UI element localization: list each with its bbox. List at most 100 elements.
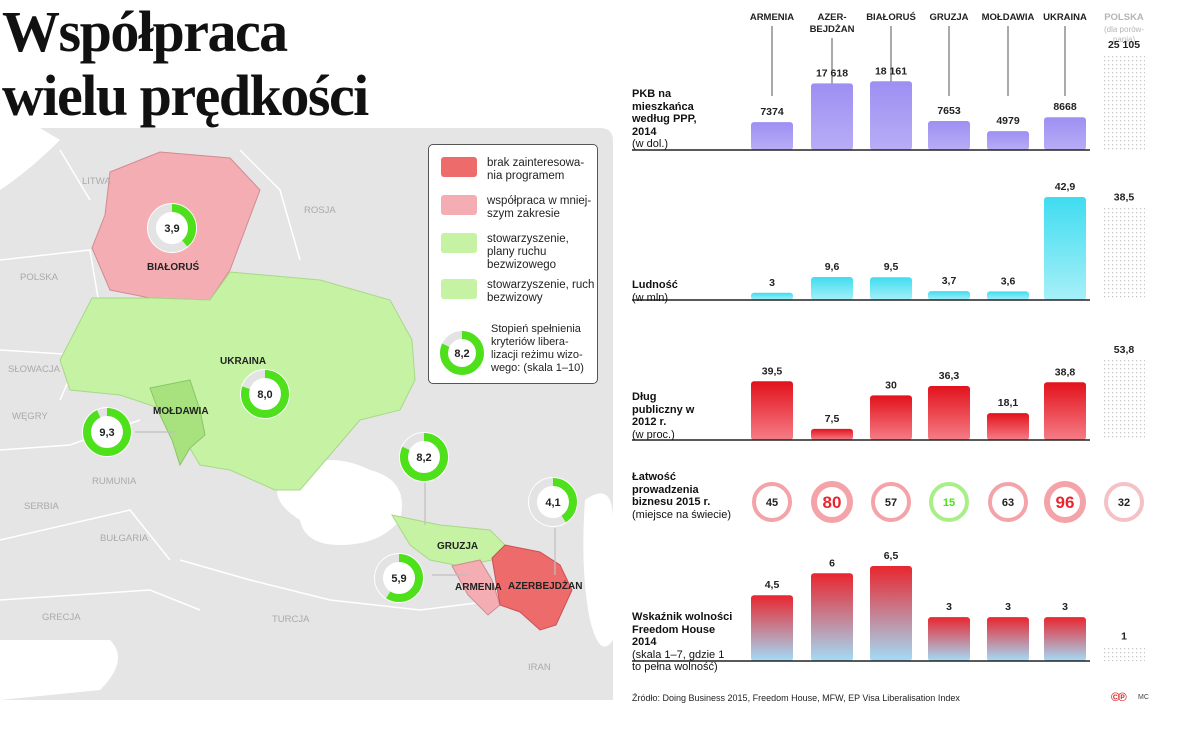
legend-item-association-plans: stowarzyszenie, plany ruchu bezwizowego [441,233,597,272]
comparison-bar [1103,646,1145,661]
row-label-dlug: Dług publiczny w 2012 r. (w proc.) [632,391,702,441]
bar-label: 3 [1005,601,1011,613]
comparison-header: POLSKA [1104,12,1144,23]
map-legend: brak zainteresowa-nia programem współpra… [428,144,598,384]
rank-label: 45 [766,497,778,509]
bar [870,81,912,150]
ring-label: 3,9 [164,223,179,235]
ring-label: 8,2 [454,348,469,360]
row-title: Ludność [632,279,678,291]
bar-label: 6,5 [884,550,899,562]
bar [811,573,853,661]
map-sea-black [277,460,402,545]
rank-ring-comparison [1104,482,1144,522]
row-title: Wskaźnik wolności Freedom House 2014 [632,611,733,648]
bar-label: 7,5 [825,413,840,425]
rank-label: 63 [1002,497,1014,509]
bar-label: 18,1 [998,397,1019,409]
row-unit: (miejsce na świecie) [632,508,732,521]
row-title: Dług publiczny w 2012 r. [632,391,695,428]
bar-label: 39,5 [762,365,783,377]
ring-label: 8,0 [257,389,272,401]
bar-label: 4,5 [765,579,780,591]
ring-progress [440,331,484,375]
map-sea-aegean [0,640,118,700]
bar [928,617,970,661]
ring-label: 4,1 [545,497,560,509]
bar [751,381,793,440]
comparison-note: nania) [1113,35,1136,44]
bar-label: 9,6 [825,261,840,273]
map-country-moldawia [149,379,206,467]
legend-ring-text: Stopień spełnienia kryteriów libera-liza… [491,323,584,374]
map-label-azerbejdzan: AZERBEJDŻAN [508,579,582,592]
row-label-ludnosc: Ludność (w mln) [632,279,678,304]
bar [751,292,793,300]
ring-progress [241,370,289,418]
chart-row-4: 4,5 6 6,5 3 3 3 1 [632,550,1145,662]
bar-label: 18 161 [875,65,907,77]
map-label-wegry: WĘGRY [12,411,48,422]
rank-ring [1044,481,1086,523]
bar-label: 30 [885,379,897,391]
row-unit: (w dol.) [632,138,669,150]
legend-swatch [441,157,477,177]
chart-row-2: 39,5 7,5 30 36,3 18,1 38,8 53,8 [632,344,1145,441]
bar [1044,382,1086,440]
bar [870,277,912,300]
bar-label: 3,6 [1001,275,1016,287]
category-header: BIAŁORUŚ [866,11,916,23]
title-line-2: wielu prędkości [2,63,369,128]
rank-ring [871,482,911,522]
bar-label: 4979 [996,115,1020,127]
map-label-polska: POLSKA [20,272,59,283]
bar-label: 8668 [1053,101,1077,113]
rank-label: 57 [885,497,897,509]
map-label-armenia: ARMENIA [455,582,502,593]
chart-row-0: 7374 17 618 18 161 7653 4979 8668 25 105 [632,39,1145,151]
legend-text: stowarzyszenie, ruch bezwizowy [487,279,595,304]
ring-progress [148,204,196,252]
rank-label: 96 [1056,493,1075,512]
legend-ring-graphic: 8,2 [439,330,485,376]
map-label-moldawia: MOŁDAWIA [153,406,209,417]
category-header: AZER- [817,12,846,23]
rank-label: 80 [823,493,842,512]
map-label-gruzja: GRUZJA [437,541,478,552]
rank-ring [811,481,853,523]
page-title: Współpraca wielu prędkości [2,0,369,128]
row-unit: (w proc.) [632,428,675,441]
bar [987,413,1029,440]
ring-progress [529,478,577,526]
ring-ukraina: 8,0 [240,369,290,419]
bar [811,428,853,440]
row-label-biznes: Łatwość prowadzenia biznesu 2015 r. (mie… [632,471,742,521]
map-label-bialorus: BIAŁORUŚ [147,260,200,273]
bar-label: 42,9 [1055,181,1076,193]
ring-bialorus: 3,9 [147,203,197,253]
ring-azerbejdzan: 4,1 [528,477,578,527]
category-header: GRUZJA [929,12,968,23]
row-unit: (w mln) [632,291,669,304]
bar [811,83,853,150]
bar-label: 6 [829,557,835,569]
bar-label: 7374 [760,106,784,118]
ring-label: 5,9 [391,573,406,585]
map-label-serbia: SERBIA [24,501,60,512]
bar [870,566,912,661]
category-header: BEJDŻAN [810,24,855,35]
comparison-bar [1103,360,1145,440]
category-header: MOŁDAWIA [982,12,1035,23]
legend-item-no-interest: brak zainteresowa-nia programem [441,157,597,183]
map-borders [0,149,501,611]
publisher-logo: ©℗ [1111,690,1127,704]
comparison-label: 1 [1121,630,1127,642]
map-sea-caspian [583,493,613,647]
title-line-1: Współpraca [2,0,288,64]
comparison-label: 25 105 [1108,39,1140,51]
rank-ring [929,482,969,522]
map-label-bulgaria: BUŁGARIA [100,533,149,544]
bar [751,122,793,150]
map-label-litwa: LITWA [82,176,111,187]
